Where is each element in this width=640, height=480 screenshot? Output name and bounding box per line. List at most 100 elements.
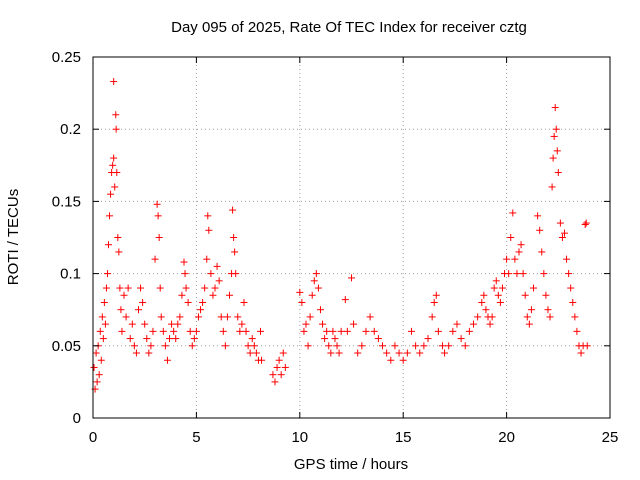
- x-axis-label: GPS time / hours: [294, 456, 408, 473]
- data-point: [498, 284, 506, 292]
- data-point: [561, 229, 569, 237]
- data-point: [511, 255, 519, 263]
- data-point: [540, 270, 548, 278]
- data-point: [323, 327, 331, 335]
- data-point: [215, 277, 223, 285]
- data-point: [582, 219, 590, 227]
- data-point: [244, 342, 252, 350]
- data-point: [109, 161, 117, 169]
- data-point: [96, 327, 104, 335]
- data-point: [548, 183, 556, 191]
- data-point: [271, 378, 279, 386]
- data-point: [494, 291, 502, 299]
- data-point: [153, 200, 161, 208]
- data-point: [331, 335, 339, 343]
- data-point: [199, 298, 207, 306]
- data-point: [521, 291, 529, 299]
- data-point: [232, 270, 240, 278]
- data-point: [503, 255, 511, 263]
- x-tick-label: 5: [192, 429, 200, 446]
- data-point: [362, 327, 370, 335]
- data-point: [186, 327, 194, 335]
- data-point: [550, 132, 558, 140]
- data-point: [219, 327, 227, 335]
- data-point: [147, 342, 155, 350]
- data-point: [246, 349, 254, 357]
- data-point: [329, 327, 337, 335]
- data-point: [354, 349, 362, 357]
- data-point: [100, 298, 108, 306]
- data-point: [383, 349, 391, 357]
- data-point: [154, 212, 162, 220]
- data-point: [231, 248, 239, 256]
- data-point: [207, 270, 215, 278]
- data-point: [172, 335, 180, 343]
- y-tick-label: 0: [73, 410, 81, 427]
- data-point: [93, 378, 101, 386]
- grid-lines: [93, 57, 610, 418]
- data-point: [182, 284, 190, 292]
- data-point: [387, 356, 395, 364]
- data-point: [445, 342, 453, 350]
- data-point: [221, 342, 229, 350]
- data-point: [102, 284, 110, 292]
- data-point: [257, 327, 265, 335]
- data-point: [275, 356, 283, 364]
- y-tick-label: 0.2: [60, 121, 81, 138]
- data-point: [149, 327, 157, 335]
- data-point: [480, 291, 488, 299]
- data-point: [122, 313, 130, 321]
- data-point: [124, 284, 132, 292]
- data-point: [230, 234, 238, 241]
- data-point: [273, 363, 281, 371]
- data-point: [478, 298, 486, 306]
- data-point: [310, 277, 318, 285]
- data-point: [277, 371, 285, 379]
- data-point: [112, 125, 120, 133]
- data-point: [407, 327, 415, 335]
- data-point: [316, 306, 324, 314]
- x-tick-label: 15: [395, 429, 412, 446]
- x-tick-label: 20: [498, 429, 515, 446]
- data-point: [569, 298, 577, 306]
- data-point: [143, 335, 151, 343]
- data-point: [126, 335, 134, 343]
- data-point: [113, 169, 121, 177]
- data-point: [279, 349, 287, 357]
- data-point: [298, 298, 306, 306]
- data-point: [563, 255, 571, 263]
- data-point: [128, 320, 136, 328]
- data-point: [308, 291, 316, 299]
- data-point: [474, 313, 482, 321]
- data-point: [551, 104, 559, 112]
- data-point: [145, 349, 153, 357]
- data-point: [229, 206, 237, 214]
- data-point: [558, 234, 566, 241]
- data-point: [554, 169, 562, 177]
- data-point: [428, 313, 436, 321]
- data-point: [184, 298, 192, 306]
- data-point: [105, 241, 113, 249]
- data-point: [486, 320, 494, 328]
- data-point: [490, 284, 498, 292]
- data-point: [130, 342, 138, 350]
- data-point: [527, 306, 535, 314]
- data-point: [95, 371, 103, 379]
- data-point: [403, 349, 411, 357]
- data-point: [107, 190, 115, 198]
- data-point: [106, 212, 114, 220]
- data-point: [103, 270, 111, 278]
- data-point: [281, 363, 289, 371]
- data-point: [542, 291, 550, 299]
- data-point: [114, 234, 122, 241]
- data-point: [201, 284, 209, 292]
- data-point: [205, 226, 213, 234]
- data-point: [97, 356, 105, 364]
- data-point: [132, 349, 140, 357]
- data-point: [190, 335, 198, 343]
- data-point: [296, 288, 304, 296]
- data-point: [223, 313, 231, 321]
- data-point: [178, 291, 186, 299]
- data-point: [505, 270, 513, 278]
